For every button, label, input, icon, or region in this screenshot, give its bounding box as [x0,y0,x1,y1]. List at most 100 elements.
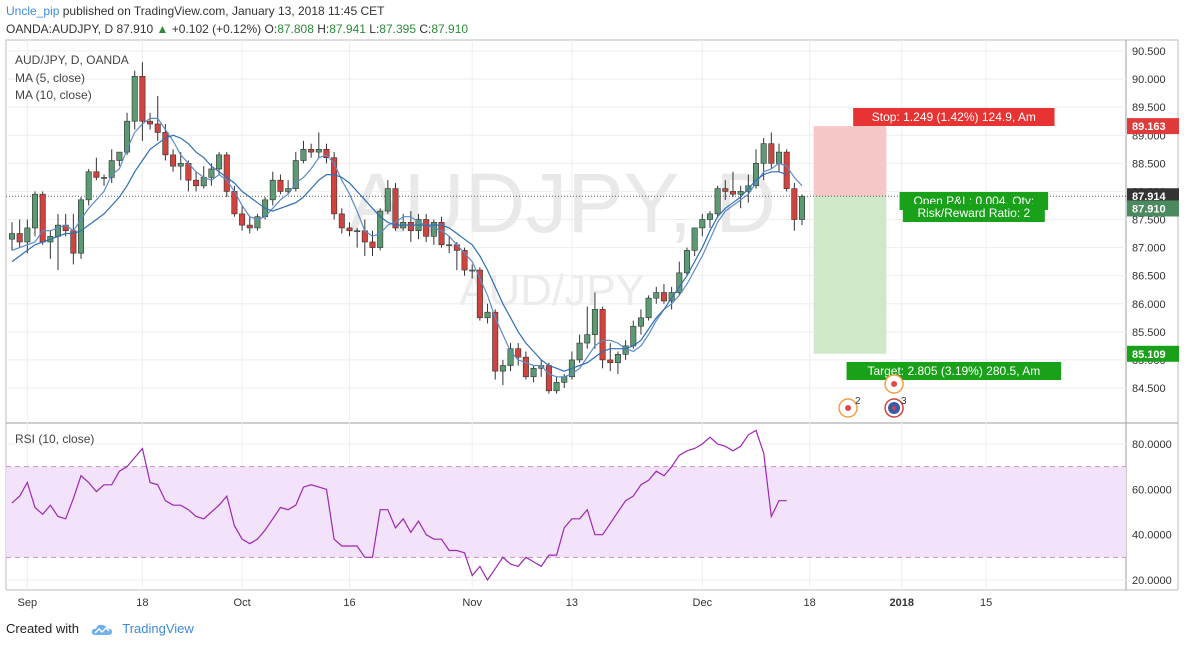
candle [384,180,391,214]
high-label: H: [317,22,330,36]
time-tick-label: Sep [18,597,38,609]
footer: Created with TradingView [6,621,194,636]
candle [331,152,338,220]
symbol-name: OANDA:AUDJPY, D [6,22,114,36]
price-tick-label: 84.500 [1132,383,1166,395]
rsi-pane-title: RSI (10, close) [15,432,94,446]
created-with-text: Created with [6,621,79,636]
candle [722,180,729,200]
candle-body [714,188,721,215]
candle [47,230,54,259]
price-label-bg [1127,200,1179,217]
candle-body [208,168,215,178]
time-tick-label: 18 [136,597,148,609]
author-link[interactable]: Uncle_pip [6,4,60,18]
candle-body [292,160,299,189]
candle-body [706,213,713,220]
open-label: O: [264,22,278,36]
candle-body [346,227,353,232]
candle [492,309,499,380]
rsi-line-group [11,429,787,582]
candle [239,205,246,231]
candle-body [768,143,775,164]
price-label-bg [1127,345,1179,362]
price-axis[interactable]: 84.50085.00085.50086.00086.50087.00087.5… [1127,46,1179,587]
candle [170,149,177,172]
rr-label-bg [902,204,1045,222]
candle [39,191,46,245]
candle-body [315,148,322,153]
candle-body [515,348,522,358]
candle [530,365,537,383]
candle [791,182,798,231]
candle-body [545,365,552,392]
price-tick-label: 88.500 [1132,158,1166,170]
candle-body [24,227,31,243]
candle [637,309,644,335]
candle-body [476,269,483,319]
price-tick-label: 90.000 [1132,74,1166,86]
candle-body [85,171,92,201]
rsi-band [6,466,1126,558]
candle-body [438,222,445,246]
candle-body [522,356,529,378]
candle-body [223,154,230,192]
candle [706,211,713,228]
price-label: 87.914 [1127,188,1179,205]
price-label-text: 89.163 [1132,121,1166,133]
candle-body [783,151,790,189]
rsi-line [11,429,787,582]
candle [315,132,322,158]
candle [729,171,736,198]
candle [346,222,353,237]
candle-body [553,382,560,392]
candle [147,112,154,130]
candle [507,343,514,372]
target-label: Target: 2.805 (3.19%) 280.5, Am [846,362,1062,380]
candle [584,306,591,349]
candle [714,185,721,217]
candle [377,208,384,251]
candle-body [607,359,614,364]
tradingview-cloud-icon [91,624,112,636]
candle [338,208,345,234]
candle-body [430,222,437,237]
candle [193,171,200,192]
ma5-legend: MA (5, close) [15,71,85,85]
candle-body [392,188,399,229]
candle [653,286,660,304]
time-tick-label: Dec [693,597,713,609]
candle-body [384,188,391,212]
price-label-text: 87.910 [1132,203,1166,215]
last-price: 87.910 [116,22,154,36]
candle-body [93,171,100,178]
candle [438,216,445,248]
tradingview-link[interactable]: TradingView [122,621,194,636]
candle-body [492,311,499,372]
candle [354,227,361,248]
chart-frame [5,39,1179,591]
candle [768,132,775,169]
candle-body [791,188,798,220]
candle [699,213,706,237]
time-axis[interactable]: Sep 18 Oct 16 Nov 13 Dec 18 2018 15 [18,597,993,609]
candle [545,362,552,394]
event-count: 2 [855,396,861,407]
watermark: AUDJPY, D [348,156,776,250]
candle-body [407,222,414,232]
candle-body [484,311,491,319]
stop-label-text: Stop: 1.249 (1.42%) 124.9, Am [872,110,1036,124]
rr-label-text: Risk/Reward Ratio: 2 [917,206,1030,220]
time-tick-label: Nov [462,597,482,609]
position-labels[interactable]: Stop: 1.249 (1.42%) 124.9, Am Target: 2.8… [846,108,1062,380]
rsi-tick-label: 40.0000 [1132,530,1172,542]
moving-averages [11,117,803,378]
price-label: 87.910 [1127,200,1179,217]
candle [515,343,522,366]
price-label-bg [1127,118,1179,135]
time-tick-label: 2018 [889,597,913,609]
candle [24,219,31,254]
candle-body [216,154,223,170]
candle [93,157,100,181]
